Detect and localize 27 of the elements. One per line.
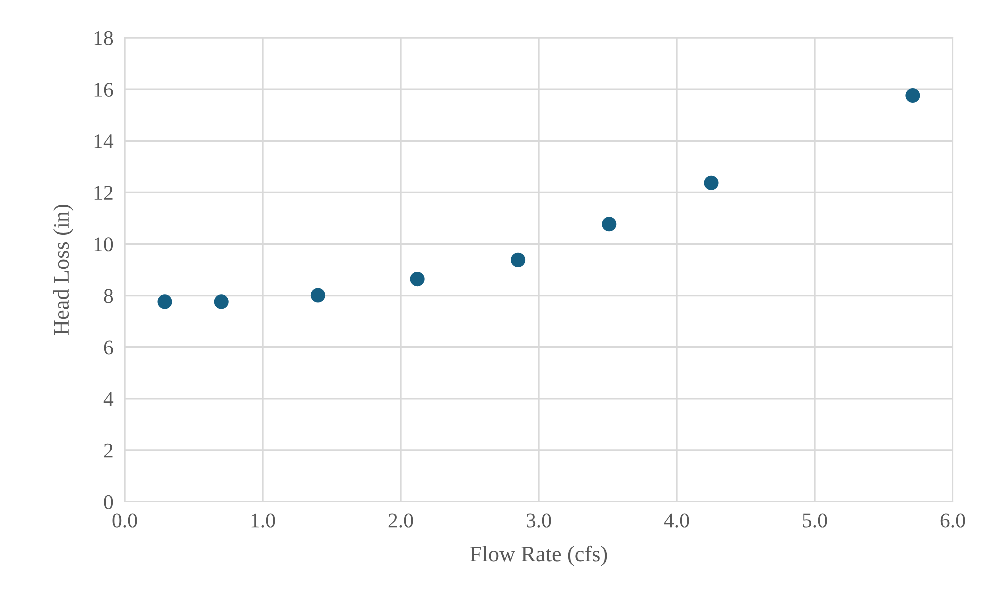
y-tick-label: 2 bbox=[104, 444, 113, 458]
x-tick-label: 3.0 bbox=[526, 514, 552, 528]
point bbox=[158, 294, 172, 310]
point bbox=[511, 252, 526, 268]
y-tick-label: 4 bbox=[104, 392, 114, 406]
x-tick-label: 0.0 bbox=[112, 514, 138, 528]
x-axis-title: Flow Rate (cfs) bbox=[470, 546, 608, 566]
x-tick-label: 4.0 bbox=[664, 514, 690, 528]
y-tick-label: 16 bbox=[94, 82, 114, 97]
point bbox=[906, 88, 920, 104]
point bbox=[410, 272, 425, 287]
y-tick-label: 12 bbox=[94, 186, 113, 200]
y-tick-label: 0 bbox=[104, 495, 114, 510]
x-tick-label: 1.0 bbox=[252, 514, 276, 528]
y-tick-label: 6 bbox=[104, 340, 114, 355]
y-tick-label: 10 bbox=[94, 238, 114, 252]
x-tick-label: 2.0 bbox=[388, 514, 414, 528]
point bbox=[310, 288, 326, 303]
point bbox=[704, 176, 719, 190]
x-tick-label: 6.0 bbox=[940, 514, 966, 528]
y-tick-label: 18 bbox=[94, 31, 114, 46]
y-axis-title: Head Loss (in) bbox=[53, 204, 74, 336]
x-tick-label: 5.0 bbox=[803, 514, 828, 528]
point bbox=[214, 294, 229, 310]
point bbox=[602, 217, 617, 232]
y-tick-label: 14 bbox=[94, 134, 114, 148]
y-tick-label: 8 bbox=[104, 289, 114, 304]
